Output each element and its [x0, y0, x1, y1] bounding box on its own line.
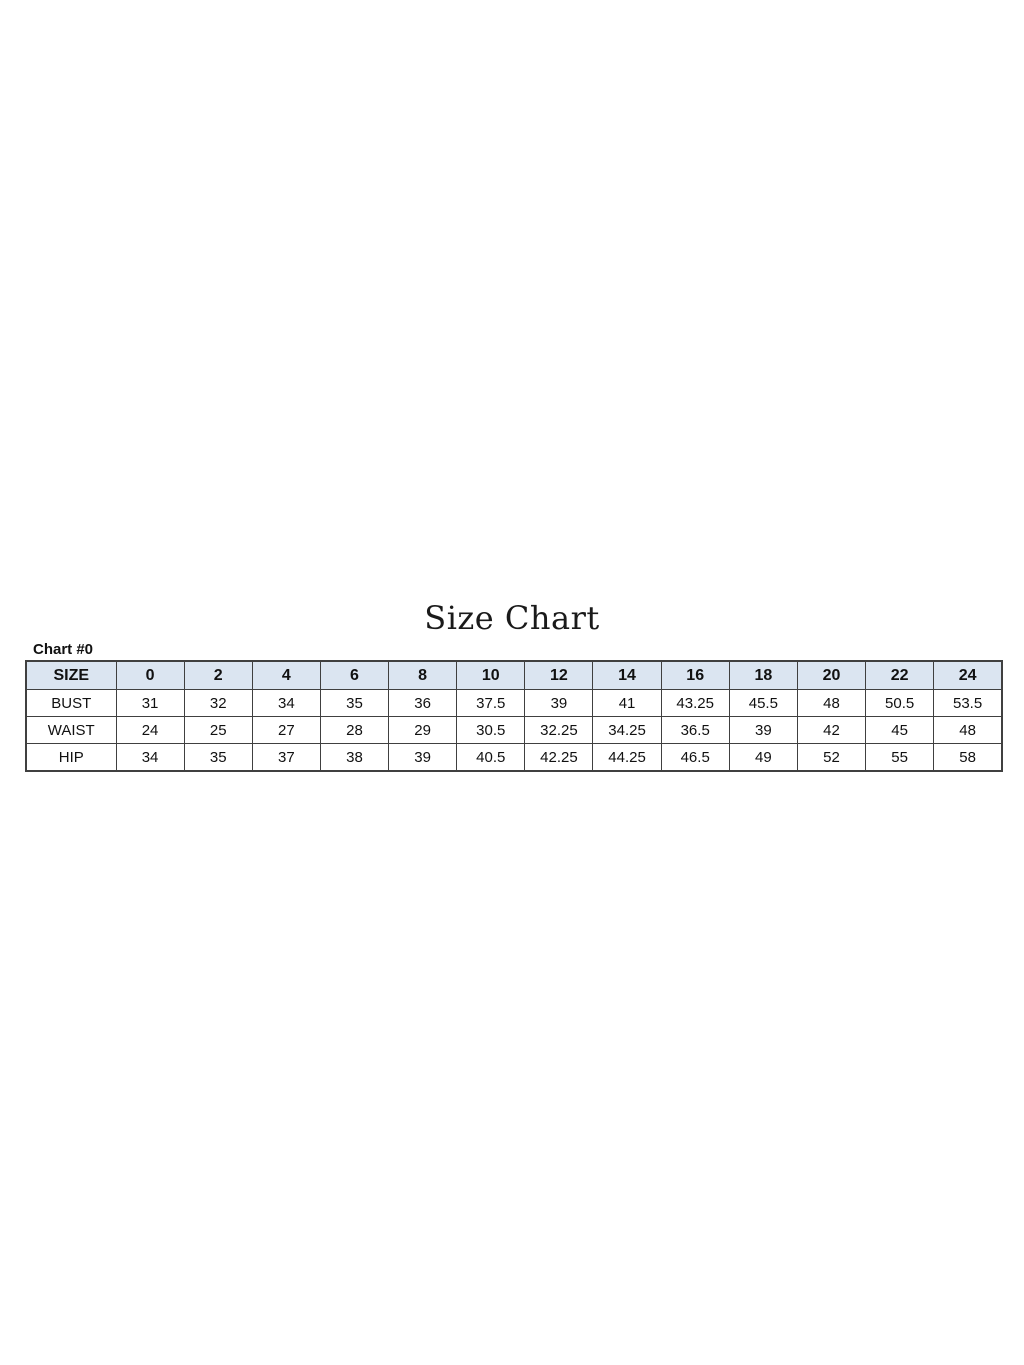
- table-header-row: SIZE 0 2 4 6 8 10 12 14 16 18 20 22 24: [25, 660, 1003, 690]
- table-row-hip: HIP 34 35 37 38 39 40.5 42.25 44.25 46.5 49 52 55 58: [25, 743, 1003, 772]
- table-row-bust: BUST 31 32 34 35 36 37.5 39 41 43.25 45.5 48 50.5 53.…: [25, 689, 1003, 717]
- table-cell: 42: [796, 716, 867, 744]
- column-header-size: SIZE: [25, 660, 117, 690]
- column-header-6: 6: [319, 660, 390, 690]
- table-cell: 44.25: [592, 743, 662, 772]
- column-header-10: 10: [456, 660, 526, 690]
- page-content: Size Chart Chart #0 SIZE 0 2 4 6 8 10 12 14 16 18 2…: [25, 599, 1003, 772]
- column-header-18: 18: [728, 660, 798, 690]
- table-cell: 58: [933, 743, 1003, 772]
- size-chart-table: SIZE 0 2 4 6 8 10 12 14 16 18 20 22 24 BUST 31 32 34 35 36…: [25, 660, 1003, 772]
- table-cell: 39: [524, 689, 594, 717]
- table-cell: 50.5: [865, 689, 935, 717]
- table-header: SIZE 0 2 4 6 8 10 12 14 16 18 20 22 24: [25, 660, 1003, 690]
- table-cell: 37.5: [456, 689, 526, 717]
- row-label: WAIST: [25, 716, 117, 744]
- column-header-2: 2: [183, 660, 253, 690]
- table-cell: 36: [388, 689, 458, 717]
- table-cell: 38: [319, 743, 390, 772]
- column-header-24: 24: [933, 660, 1003, 690]
- table-cell: 35: [319, 689, 390, 717]
- table-cell: 27: [251, 716, 321, 744]
- table-cell: 25: [183, 716, 253, 744]
- page-title: Size Chart: [424, 599, 600, 637]
- column-header-16: 16: [660, 660, 730, 690]
- table-cell: 41: [592, 689, 662, 717]
- table-cell: 40.5: [456, 743, 526, 772]
- chart-number-label: Chart #0: [33, 641, 94, 658]
- table-cell: 32.25: [524, 716, 594, 744]
- table-cell: 28: [319, 716, 390, 744]
- table-cell: 48: [933, 716, 1003, 744]
- table-cell: 48: [796, 689, 867, 717]
- table-cell: 35: [183, 743, 253, 772]
- table-cell: 37: [251, 743, 321, 772]
- table-cell: 29: [388, 716, 458, 744]
- table-cell: 52: [796, 743, 867, 772]
- table-cell: 53.5: [933, 689, 1003, 717]
- table-cell: 43.25: [660, 689, 730, 717]
- column-header-12: 12: [524, 660, 594, 690]
- table-cell: 34.25: [592, 716, 662, 744]
- row-label: HIP: [25, 743, 117, 772]
- table-cell: 39: [728, 716, 798, 744]
- table-cell: 45.5: [728, 689, 798, 717]
- row-label: BUST: [25, 689, 117, 717]
- table-cell: 31: [115, 689, 185, 717]
- table-cell: 36.5: [660, 716, 730, 744]
- table-cell: 39: [388, 743, 458, 772]
- column-header-14: 14: [592, 660, 662, 690]
- column-header-0: 0: [115, 660, 185, 690]
- table-cell: 46.5: [660, 743, 730, 772]
- table-cell: 45: [865, 716, 935, 744]
- table-cell: 34: [115, 743, 185, 772]
- table-cell: 32: [183, 689, 253, 717]
- table-cell: 34: [251, 689, 321, 717]
- table-cell: 42.25: [524, 743, 594, 772]
- table-cell: 30.5: [456, 716, 526, 744]
- table-cell: 55: [865, 743, 935, 772]
- column-header-20: 20: [796, 660, 867, 690]
- table-row-waist: WAIST 24 25 27 28 29 30.5 32.25 34.25 36.5 39 42 45 4…: [25, 716, 1003, 744]
- column-header-8: 8: [388, 660, 458, 690]
- column-header-22: 22: [865, 660, 935, 690]
- column-header-4: 4: [251, 660, 321, 690]
- table-cell: 49: [728, 743, 798, 772]
- table-body: BUST 31 32 34 35 36 37.5 39 41 43.25 45.5 48 50.5 53.…: [25, 689, 1003, 772]
- table-cell: 24: [115, 716, 185, 744]
